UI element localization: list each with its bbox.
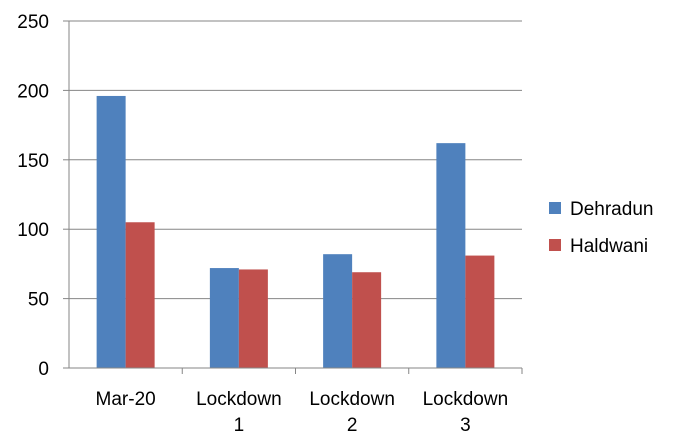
bars [96,95,495,369]
legend-label-dehradun: Dehradun [570,199,653,220]
x-tick-labels: Mar-20 Lockdown 1 Lockdown 2 Lockdown 3 [96,389,509,436]
bar-dehradun-0 [96,95,126,369]
bar-dehradun-1 [209,268,239,368]
bar-haldwani-1 [238,269,268,368]
x-tick-label: Lockdown 3 [423,389,509,436]
bar-dehradun-2 [323,254,353,368]
y-tick-label: 200 [17,81,49,102]
x-tick-label: Lockdown 1 [196,389,282,436]
y-tick-label: 0 [38,359,49,380]
x-tick-label: Mar-20 [96,389,156,410]
bar-haldwani-0 [125,222,155,368]
y-tick-label: 100 [17,220,49,241]
bar-haldwani-2 [352,272,382,368]
y-tick-labels: 0 50 100 150 200 250 [17,12,49,380]
axes [63,20,523,374]
y-tick-label: 250 [17,12,49,33]
legend-swatch-dehradun [549,202,561,214]
legend-label-haldwani: Haldwani [570,236,648,257]
legend: Dehradun Haldwani [549,199,653,257]
y-tick-label: 50 [28,290,49,311]
legend-swatch-haldwani [549,239,561,251]
bar-dehradun-3 [436,143,466,368]
bar-haldwani-3 [465,255,495,368]
x-tick-label: Lockdown 2 [309,389,395,436]
y-tick-label: 150 [17,151,49,172]
